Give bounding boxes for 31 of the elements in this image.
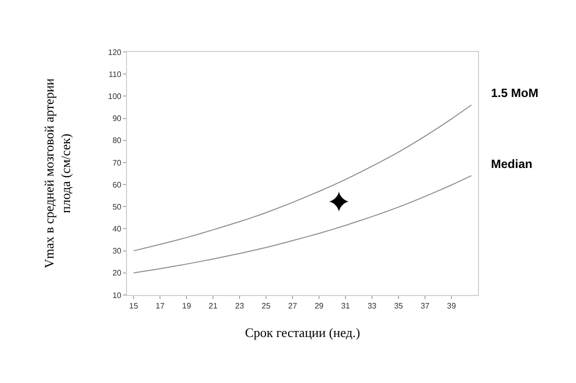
x-tick-label: 35 [394, 302, 404, 311]
x-axis-title: Срок гестации (нед.) [244, 325, 360, 340]
x-tick-label: 23 [235, 302, 245, 311]
x-tick-label: 15 [129, 302, 139, 311]
y-tick-label: 100 [108, 92, 122, 101]
y-tick-label: 60 [112, 180, 122, 190]
series-label: Median [491, 157, 532, 171]
y-tick-label: 30 [112, 246, 122, 256]
x-tick-label: 25 [262, 302, 272, 311]
line-series [133, 104, 472, 252]
y-tick-label: 90 [112, 114, 122, 124]
y-tick-label: 10 [112, 290, 122, 300]
y-tick-label: 120 [108, 48, 122, 57]
x-tick-label: 33 [368, 302, 378, 311]
x-tick-label: 17 [156, 302, 166, 311]
y-tick-label: 70 [112, 158, 122, 168]
x-tick-label: 27 [288, 302, 298, 311]
y-tick-label: 40 [112, 224, 122, 234]
y-tick-label: 110 [108, 70, 122, 79]
series-label: 1.5 MoM [491, 86, 538, 100]
x-tick-label: 19 [182, 302, 192, 311]
x-tick-label: 37 [420, 302, 430, 311]
x-tick-label: 31 [341, 302, 351, 311]
line-series [133, 175, 472, 274]
x-tick-label: 29 [314, 302, 324, 311]
x-tick-label: 39 [447, 302, 457, 311]
y-tick-label: 20 [112, 268, 122, 278]
y-tick-label: 50 [112, 202, 122, 212]
y-tick-label: 80 [112, 136, 122, 146]
y-axis-title: Vmax в средней мозговой артерии плода (см/сек) [41, 78, 74, 268]
x-tick-label: 21 [208, 302, 218, 311]
